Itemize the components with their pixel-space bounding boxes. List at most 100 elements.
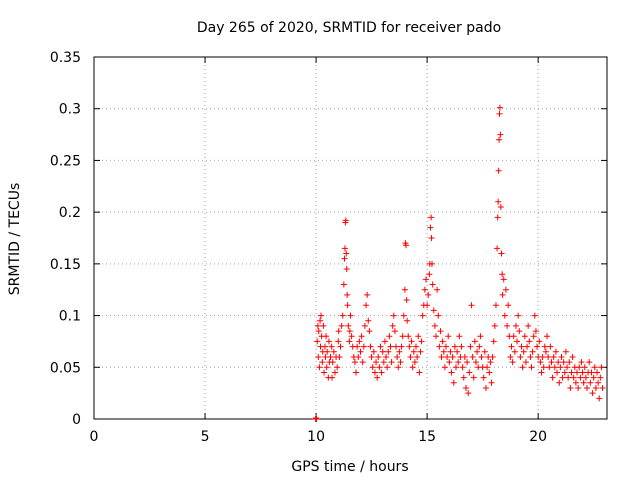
data-point bbox=[380, 359, 387, 366]
data-point bbox=[554, 369, 561, 376]
data-point bbox=[548, 359, 555, 366]
data-point bbox=[454, 348, 461, 355]
data-point bbox=[568, 369, 575, 376]
x-axis-label: GPS time / hours bbox=[291, 459, 408, 475]
data-point bbox=[460, 374, 467, 381]
data-point bbox=[546, 364, 553, 371]
data-point bbox=[494, 245, 501, 252]
data-point bbox=[319, 359, 326, 366]
data-point bbox=[425, 291, 432, 298]
data-point bbox=[464, 359, 471, 366]
data-point bbox=[321, 369, 328, 376]
data-point bbox=[344, 302, 351, 309]
data-point bbox=[500, 276, 507, 283]
data-point bbox=[374, 374, 381, 381]
data-point bbox=[334, 364, 341, 371]
data-point bbox=[520, 348, 527, 355]
data-point bbox=[560, 359, 567, 366]
data-point bbox=[389, 322, 396, 329]
data-point bbox=[529, 348, 536, 355]
data-point bbox=[547, 343, 554, 350]
data-point bbox=[584, 384, 591, 391]
y-tick-label: 0.2 bbox=[59, 205, 81, 221]
data-point bbox=[423, 276, 430, 283]
data-point bbox=[534, 343, 541, 350]
data-point bbox=[369, 364, 376, 371]
data-point bbox=[509, 359, 516, 366]
data-point bbox=[487, 359, 494, 366]
data-point bbox=[320, 322, 327, 329]
data-point bbox=[598, 364, 605, 371]
y-tick-label: 0.15 bbox=[50, 257, 81, 273]
data-point bbox=[569, 353, 576, 360]
x-tick-label: 10 bbox=[307, 429, 325, 445]
data-point bbox=[576, 364, 583, 371]
data-point bbox=[526, 338, 533, 345]
data-point bbox=[399, 333, 406, 340]
chart-title: Day 265 of 2020, SRMTID for receiver pad… bbox=[197, 20, 501, 36]
data-point bbox=[428, 235, 435, 241]
data-point bbox=[437, 328, 444, 335]
data-point bbox=[403, 297, 410, 304]
data-point bbox=[396, 348, 403, 355]
y-tick-label: 0.25 bbox=[50, 153, 81, 169]
data-point bbox=[552, 348, 559, 355]
data-point bbox=[323, 364, 330, 371]
data-point bbox=[330, 348, 337, 355]
data-point bbox=[587, 379, 594, 386]
data-point bbox=[417, 348, 424, 355]
y-tick-label: 0.3 bbox=[59, 102, 81, 118]
data-point bbox=[524, 343, 531, 350]
data-point bbox=[507, 353, 514, 360]
data-point bbox=[572, 379, 579, 386]
data-point bbox=[566, 359, 573, 366]
data-point bbox=[345, 322, 352, 329]
data-point bbox=[377, 343, 384, 350]
data-point bbox=[394, 353, 401, 360]
data-point bbox=[599, 384, 606, 391]
data-point bbox=[495, 198, 502, 205]
data-point bbox=[592, 384, 599, 391]
data-point bbox=[442, 343, 449, 350]
data-point bbox=[428, 214, 435, 221]
data-point bbox=[391, 328, 398, 335]
data-point bbox=[346, 328, 353, 335]
plot-frame bbox=[93, 56, 608, 420]
data-point bbox=[490, 338, 497, 345]
data-point bbox=[515, 312, 522, 319]
data-point bbox=[499, 271, 506, 278]
data-point bbox=[327, 353, 334, 360]
data-point bbox=[439, 338, 446, 345]
data-point bbox=[467, 343, 474, 350]
data-point bbox=[581, 364, 588, 371]
data-point bbox=[522, 359, 529, 366]
data-point bbox=[408, 338, 415, 345]
data-point bbox=[371, 369, 378, 376]
data-point bbox=[407, 353, 414, 360]
data-point bbox=[597, 374, 604, 381]
y-tick-label: 0.1 bbox=[59, 309, 81, 325]
data-point bbox=[564, 364, 571, 371]
data-point bbox=[517, 353, 524, 360]
data-point bbox=[421, 286, 428, 293]
data-point bbox=[450, 379, 457, 386]
data-point bbox=[325, 338, 332, 345]
data-point bbox=[338, 322, 345, 329]
data-point bbox=[375, 353, 382, 360]
data-point bbox=[414, 353, 421, 360]
data-point bbox=[565, 374, 572, 381]
data-point bbox=[329, 359, 336, 366]
data-point bbox=[567, 384, 574, 391]
data-point bbox=[328, 343, 335, 350]
x-tick-label: 5 bbox=[201, 429, 210, 445]
data-points-layer bbox=[312, 104, 606, 422]
data-point bbox=[445, 333, 452, 340]
data-point bbox=[347, 312, 354, 319]
data-point bbox=[542, 348, 549, 355]
data-point bbox=[531, 312, 538, 319]
data-point bbox=[314, 322, 321, 329]
data-point bbox=[590, 374, 597, 381]
data-point bbox=[360, 343, 367, 350]
data-point bbox=[580, 379, 587, 386]
data-point bbox=[353, 369, 360, 376]
